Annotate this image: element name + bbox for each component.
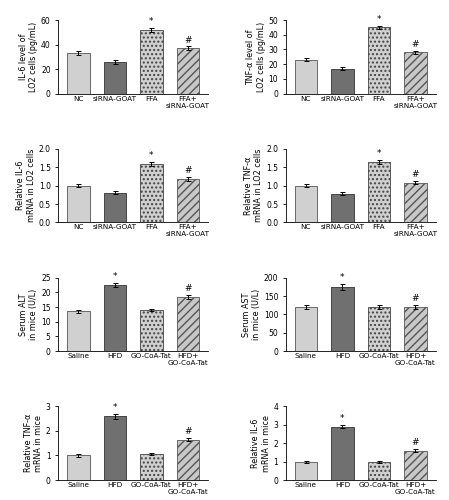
Bar: [404, 450, 427, 480]
Text: *: *: [113, 272, 117, 281]
Bar: [368, 28, 390, 94]
Text: #: #: [412, 40, 419, 49]
Text: *: *: [149, 17, 154, 26]
Bar: [67, 186, 90, 222]
Bar: [368, 307, 390, 351]
Bar: [67, 456, 90, 480]
Bar: [404, 307, 427, 351]
Bar: [67, 312, 90, 351]
Bar: [295, 462, 317, 480]
Y-axis label: Serum AST
in mice (U/L): Serum AST in mice (U/L): [242, 289, 261, 340]
Bar: [140, 30, 163, 94]
Text: *: *: [340, 273, 345, 282]
Bar: [104, 62, 126, 94]
Bar: [331, 426, 354, 480]
Bar: [67, 53, 90, 94]
Bar: [104, 416, 126, 480]
Text: #: #: [412, 294, 419, 304]
Bar: [176, 48, 199, 94]
Y-axis label: Serum ALT
in mice (U/L): Serum ALT in mice (U/L): [19, 289, 38, 340]
Y-axis label: IL-6 level of
LO2 cells (pg/mL): IL-6 level of LO2 cells (pg/mL): [19, 22, 38, 92]
Bar: [404, 182, 427, 222]
Text: #: #: [184, 166, 192, 175]
Y-axis label: TNF-α level of
LO2 cells (pg/mL): TNF-α level of LO2 cells (pg/mL): [247, 22, 266, 92]
Bar: [331, 287, 354, 351]
Text: #: #: [412, 170, 419, 179]
Bar: [104, 193, 126, 222]
Text: *: *: [340, 414, 345, 423]
Text: #: #: [184, 36, 192, 44]
Bar: [295, 60, 317, 94]
Bar: [176, 440, 199, 480]
Bar: [140, 454, 163, 480]
Bar: [140, 164, 163, 222]
Bar: [331, 194, 354, 222]
Y-axis label: Relative IL-6
mRNA in LO2 cells: Relative IL-6 mRNA in LO2 cells: [17, 149, 36, 222]
Text: *: *: [149, 151, 154, 160]
Y-axis label: Relative TNF-α
mRNA in mice: Relative TNF-α mRNA in mice: [24, 414, 43, 472]
Bar: [368, 162, 390, 222]
Bar: [104, 285, 126, 351]
Bar: [176, 296, 199, 351]
Bar: [295, 186, 317, 222]
Bar: [140, 310, 163, 351]
Y-axis label: Relative IL-6
mRNA in mice: Relative IL-6 mRNA in mice: [251, 415, 271, 472]
Bar: [331, 68, 354, 94]
Text: *: *: [113, 403, 117, 412]
Y-axis label: Relative TNF-α
mRNA in LO2 cells: Relative TNF-α mRNA in LO2 cells: [244, 149, 263, 222]
Bar: [295, 307, 317, 351]
Text: #: #: [184, 426, 192, 436]
Text: *: *: [377, 15, 381, 24]
Text: #: #: [184, 284, 192, 293]
Bar: [368, 462, 390, 480]
Text: #: #: [412, 438, 419, 447]
Bar: [176, 179, 199, 222]
Text: *: *: [377, 149, 381, 158]
Bar: [404, 52, 427, 94]
